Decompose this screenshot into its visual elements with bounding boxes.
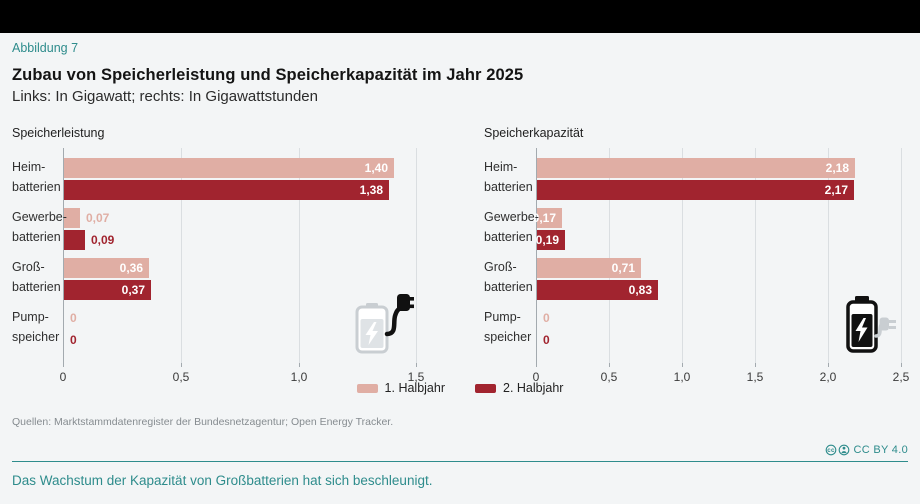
- gridline: [181, 148, 182, 363]
- bar-1-halbjahr: [537, 258, 641, 278]
- legend-swatch: [475, 383, 496, 393]
- bar-value-label: 0,17: [532, 211, 556, 225]
- x-tick-mark: [682, 363, 683, 367]
- category-label: Gewerbe-batterien: [484, 210, 539, 244]
- x-tick-label: 1,5: [407, 370, 425, 384]
- legend-item: 2. Halbjahr: [475, 381, 563, 395]
- x-tick-label: 2,0: [819, 370, 837, 384]
- legend: 1. Halbjahr 2. Halbjahr: [0, 381, 920, 395]
- x-tick-mark: [416, 363, 417, 367]
- bar-1-halbjahr: [64, 258, 149, 278]
- x-tick-mark: [536, 363, 537, 367]
- bar-value-label: 0: [70, 311, 77, 325]
- x-tick-mark: [181, 363, 182, 367]
- x-tick-mark: [901, 363, 902, 367]
- bar-value-label: 2,17: [824, 183, 848, 197]
- bar-value-label: 0,83: [628, 283, 652, 297]
- legend-item: 1. Halbjahr: [356, 381, 445, 395]
- page-subtitle: Links: In Gigawatt; rechts: In Gigawatts…: [12, 88, 318, 105]
- cc-by-icons: cc: [825, 444, 849, 456]
- bar-value-label: 0: [543, 333, 550, 347]
- plot-area: 0 0,5 1,0 1,5 1,40 1,38 0,07 0,09 0,36 0,37 0 0: [60, 148, 430, 384]
- category-label: Pump-speicher: [484, 310, 532, 344]
- bar-value-label: 0,37: [121, 283, 145, 297]
- battery-charging-plug-icon: [340, 289, 414, 360]
- bar-1-halbjahr: [537, 158, 855, 178]
- category-label: Groß-batterien: [12, 260, 61, 294]
- x-tick-label: 0,5: [600, 370, 618, 384]
- bar-1-halbjahr: [537, 208, 562, 228]
- bar-1-halbjahr: [64, 158, 394, 178]
- gridline: [901, 148, 902, 363]
- bar-value-label: 0,19: [535, 233, 559, 247]
- license-label: CC BY 4.0: [853, 444, 908, 456]
- bar-1-halbjahr: [64, 208, 80, 228]
- x-tick-label: 0: [59, 370, 67, 384]
- chart-title: Speicherleistung: [12, 126, 105, 140]
- x-tick-mark: [609, 363, 610, 367]
- takeaway-caption: Das Wachstum der Kapazität von Großbatte…: [12, 473, 433, 488]
- x-tick-label: 0,5: [172, 370, 190, 384]
- bar-value-label: 0,07: [86, 211, 110, 225]
- x-tick-label: 1,0: [673, 370, 691, 384]
- bar-2-halbjahr: [64, 280, 151, 300]
- bar-value-label: 1,38: [359, 183, 383, 197]
- gridline: [299, 148, 300, 363]
- figure-label: Abbildung 7: [12, 41, 79, 55]
- plot-area: 0 0,5 1,0 1,5 2,0 2,5 2,18 2,17 0,17 0,19 0,71 0,83…: [532, 148, 909, 384]
- bar-value-label: 0,09: [91, 233, 115, 247]
- chart-speicherkapazitaet: Speicherkapazität 0 0,5 1,0 1,5 2,0 2,5 2,18 2,…: [484, 126, 909, 394]
- bar-value-label: 0,36: [119, 261, 143, 275]
- svg-text:cc: cc: [827, 447, 835, 454]
- page-title: Zubau von Speicherleistung und Speicherk…: [12, 66, 524, 84]
- x-tick-label: 0: [532, 370, 540, 384]
- category-label: Gewerbe-batterien: [12, 210, 67, 244]
- x-tick-label: 1,5: [746, 370, 764, 384]
- legend-label: 1. Halbjahr: [384, 381, 445, 395]
- x-tick-mark: [828, 363, 829, 367]
- license-badge[interactable]: cc CC BY 4.0: [825, 444, 908, 456]
- y-axis-line: [63, 148, 64, 363]
- legend-label: 2. Halbjahr: [503, 381, 564, 395]
- category-label: Pump-speicher: [12, 310, 60, 344]
- bar-value-label: 0: [543, 311, 550, 325]
- y-axis-line: [536, 148, 537, 363]
- bar-value-label: 2,18: [825, 161, 849, 175]
- x-tick-mark: [299, 363, 300, 367]
- bar-2-halbjahr: [64, 180, 389, 200]
- gridline: [609, 148, 610, 363]
- gridline: [682, 148, 683, 363]
- top-black-bar: [0, 0, 920, 33]
- x-tick-mark: [63, 363, 64, 367]
- bar-2-halbjahr: [537, 180, 854, 200]
- bar-value-label: 0,71: [611, 261, 635, 275]
- bar-2-halbjahr: [537, 230, 565, 250]
- x-tick-label: 2,5: [892, 370, 910, 384]
- category-label: Groß-batterien: [484, 260, 533, 294]
- chart-speicherleistung: Speicherleistung 0 0,5 1,0 1,5 1,40 1,38 0,07 0…: [12, 126, 452, 394]
- gridline: [416, 148, 417, 363]
- legend-swatch: [356, 383, 378, 393]
- gridline: [828, 148, 829, 363]
- bar-value-label: 0: [70, 333, 77, 347]
- x-tick-mark: [755, 363, 756, 367]
- category-label: Heim-batterien: [484, 160, 533, 194]
- bar-2-halbjahr: [64, 230, 85, 250]
- category-label: Heim-batterien: [12, 160, 61, 194]
- bar-2-halbjahr: [537, 280, 658, 300]
- divider-line: [12, 461, 908, 462]
- gridline: [755, 148, 756, 363]
- source-note: Quellen: Marktstammdatenregister der Bun…: [12, 416, 394, 428]
- battery-charging-plug-icon: [843, 294, 901, 361]
- bar-value-label: 1,40: [364, 161, 388, 175]
- chart-title: Speicherkapazität: [484, 126, 584, 140]
- x-tick-label: 1,0: [290, 370, 308, 384]
